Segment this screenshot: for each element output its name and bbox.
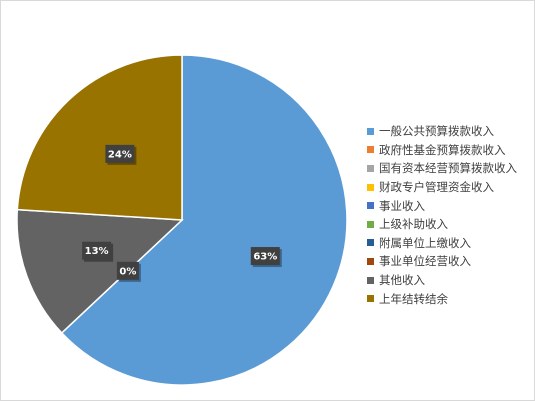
legend-item: 上年结转结余 (367, 289, 517, 308)
legend-swatch (367, 220, 374, 228)
legend-item: 财政专户管理资金收入 (367, 178, 517, 197)
legend-swatch (367, 202, 374, 210)
legend-label: 其他收入 (379, 273, 425, 288)
pie-slice (16, 208, 184, 335)
legend-label: 一般公共预算拨款收入 (379, 124, 494, 139)
legend-swatch (367, 239, 374, 247)
data-label-text: 24% (108, 149, 132, 160)
legend-label: 事业收入 (379, 198, 425, 213)
data-label: 24% (105, 144, 137, 165)
legend-label: 财政专户管理资金收入 (379, 180, 494, 195)
legend-label: 上级补助收入 (379, 217, 448, 232)
legend-label: 国有资本经营预算拨款收入 (379, 161, 517, 176)
legend-swatch (367, 257, 374, 265)
legend-item: 国有资本经营预算拨款收入 (367, 159, 517, 178)
data-label: 63% (250, 247, 282, 268)
legend-item: 事业单位经营收入 (367, 252, 517, 271)
legend-swatch (367, 146, 374, 154)
legend-label: 政府性基金预算拨款收入 (379, 142, 506, 157)
legend-swatch (367, 295, 374, 303)
legend-swatch (367, 164, 374, 172)
data-label: 13% (82, 241, 114, 262)
legend-item: 一般公共预算拨款收入 (367, 122, 517, 141)
legend-item: 政府性基金预算拨款收入 (367, 141, 517, 160)
legend-swatch (367, 183, 374, 191)
data-label-text: 13% (85, 246, 109, 257)
legend-label: 附属单位上缴收入 (379, 235, 471, 250)
legend-item: 上级补助收入 (367, 215, 517, 234)
legend-label: 上年结转结余 (379, 291, 448, 306)
legend-swatch (367, 276, 374, 284)
legend-item: 附属单位上缴收入 (367, 234, 517, 253)
legend-label: 事业单位经营收入 (379, 254, 471, 269)
data-label-text: 63% (253, 252, 277, 263)
data-label: 0% (116, 261, 141, 282)
pie-slice (16, 54, 183, 221)
legend-swatch (367, 127, 374, 135)
data-label-text: 0% (119, 266, 136, 277)
pie-slice (60, 54, 348, 386)
legend-item: 其他收入 (367, 271, 517, 290)
legend-item: 事业收入 (367, 196, 517, 215)
chart-legend: 一般公共预算拨款收入 政府性基金预算拨款收入 国有资本经营预算拨款收入 财政专户管理资… (367, 122, 517, 308)
